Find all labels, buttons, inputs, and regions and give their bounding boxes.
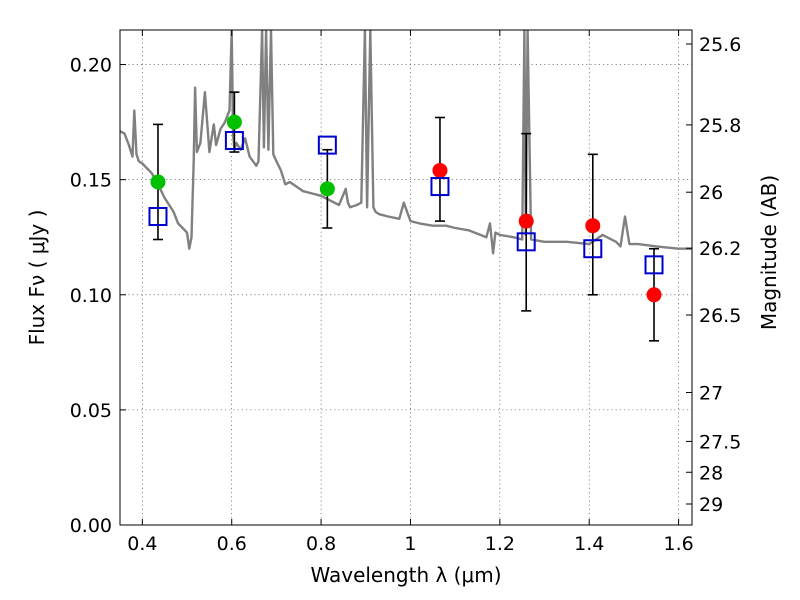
y-tick-label: 0.15 [70,170,112,192]
tick-labels: 0.4 0.6 0.8 1 1.2 1.4 1.6 0.00 0.05 0.10 0.15 0.20 2… [70,34,742,555]
x-axis-label: Wavelength λ (μm) [310,563,501,587]
open-square-marker [224,131,244,151]
y-tick-label: 0.05 [70,400,112,422]
data-markers [148,114,664,303]
axis-ticks [120,30,692,526]
x-tick-label: 1.4 [574,533,604,555]
y2-tick-label: 27.5 [699,431,741,453]
error-bars [152,91,660,342]
y-tick-label: 0.00 [70,515,112,537]
y2-tick-label: 28 [699,462,723,484]
filled-circle-marker [646,287,662,303]
open-square-marker [317,135,337,155]
y2-tick-label: 26.2 [699,238,741,260]
open-square-marker [148,206,168,226]
y2-tick-label: 25.6 [699,34,741,56]
filled-circle-marker [319,181,335,197]
x-tick-label: 1.6 [663,533,693,555]
y2-tick-label: 27 [699,383,723,405]
x-tick-label: 0.8 [306,533,336,555]
filled-circle-marker [226,114,242,130]
filled-circle-marker [150,174,166,190]
y2-tick-label: 25.8 [699,115,741,137]
model-spectrum-line [120,30,692,255]
model-spectrum [120,30,692,255]
filled-circle-marker [432,162,448,178]
plot-frame [119,29,693,526]
filled-circle-marker [585,218,601,234]
y2-tick-label: 26 [699,182,723,204]
y-axis-label: Flux Fν ( μJy ) [25,210,49,346]
plot-area [120,30,692,255]
open-square-marker [516,232,536,252]
filled-circle-marker [518,213,534,229]
y2-tick-label: 29 [699,494,723,516]
y2-axis-label: Magnitude (AB) [757,175,781,330]
open-square-marker [644,255,664,275]
open-square-marker [583,239,603,259]
x-tick-label: 0.6 [217,533,247,555]
open-square-marker [430,177,450,197]
x-tick-label: 1 [404,533,416,555]
x-tick-label: 1.2 [485,533,515,555]
y2-tick-label: 26.5 [699,305,741,327]
y-tick-label: 0.10 [70,285,112,307]
x-tick-label: 0.4 [127,533,157,555]
y-tick-label: 0.20 [70,55,112,77]
